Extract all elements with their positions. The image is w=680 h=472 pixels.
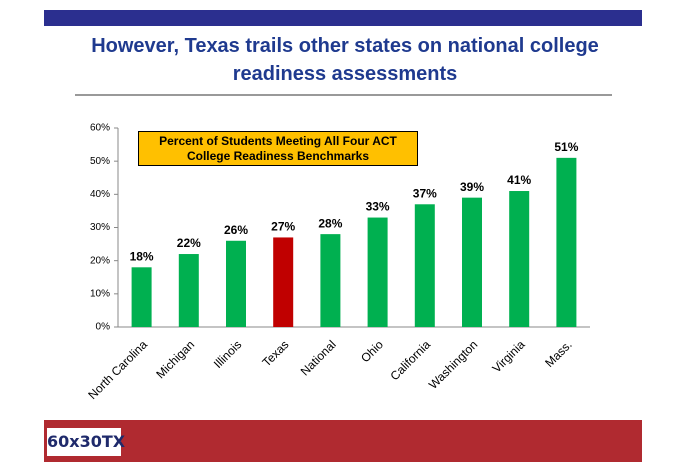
bar <box>556 157 577 327</box>
bar <box>178 254 199 327</box>
x-tick-label: Virginia <box>490 337 528 375</box>
bar <box>226 240 246 327</box>
data-label: 37% <box>413 186 437 200</box>
data-label: 51% <box>554 140 578 154</box>
y-tick-label: 10% <box>90 288 110 299</box>
x-tick-label: North Carolina <box>85 337 150 402</box>
data-label: 39% <box>460 180 484 194</box>
bar <box>367 217 388 327</box>
bar <box>273 237 294 327</box>
y-tick-label: 0% <box>96 322 111 333</box>
data-label: 26% <box>224 223 248 237</box>
x-tick-label: Illinois <box>211 337 244 370</box>
footer-band <box>44 420 642 462</box>
y-tick-label: 30% <box>90 222 110 233</box>
bar <box>414 204 435 327</box>
data-label: 41% <box>507 173 531 187</box>
x-tick-label: Mass. <box>542 337 575 370</box>
x-tick-label: Ohio <box>358 337 386 365</box>
y-tick-label: 40% <box>90 189 110 200</box>
data-label: 18% <box>130 249 154 263</box>
y-tick-label: 20% <box>90 255 110 266</box>
chart-title: However, Texas trails other states on na… <box>91 35 599 85</box>
x-tick-label: Washington <box>426 337 480 391</box>
y-tick-label: 50% <box>90 156 110 167</box>
data-label: 33% <box>366 200 390 214</box>
data-label: 22% <box>177 236 201 250</box>
bar <box>509 191 530 327</box>
x-tick-label: California <box>387 337 433 383</box>
data-label: 28% <box>318 216 342 230</box>
x-tick-label: National <box>298 337 339 378</box>
bar <box>462 197 482 327</box>
data-label: 27% <box>271 220 295 234</box>
bar <box>320 234 341 327</box>
top-band <box>44 10 642 26</box>
y-tick-label: 60% <box>90 123 110 134</box>
bar <box>131 267 152 327</box>
annotation: Percent of Students Meeting All Four ACT… <box>138 131 418 166</box>
logo: 60x30TX <box>47 428 125 456</box>
x-tick-label: Texas <box>259 337 291 369</box>
x-tick-label: Michigan <box>153 337 197 381</box>
